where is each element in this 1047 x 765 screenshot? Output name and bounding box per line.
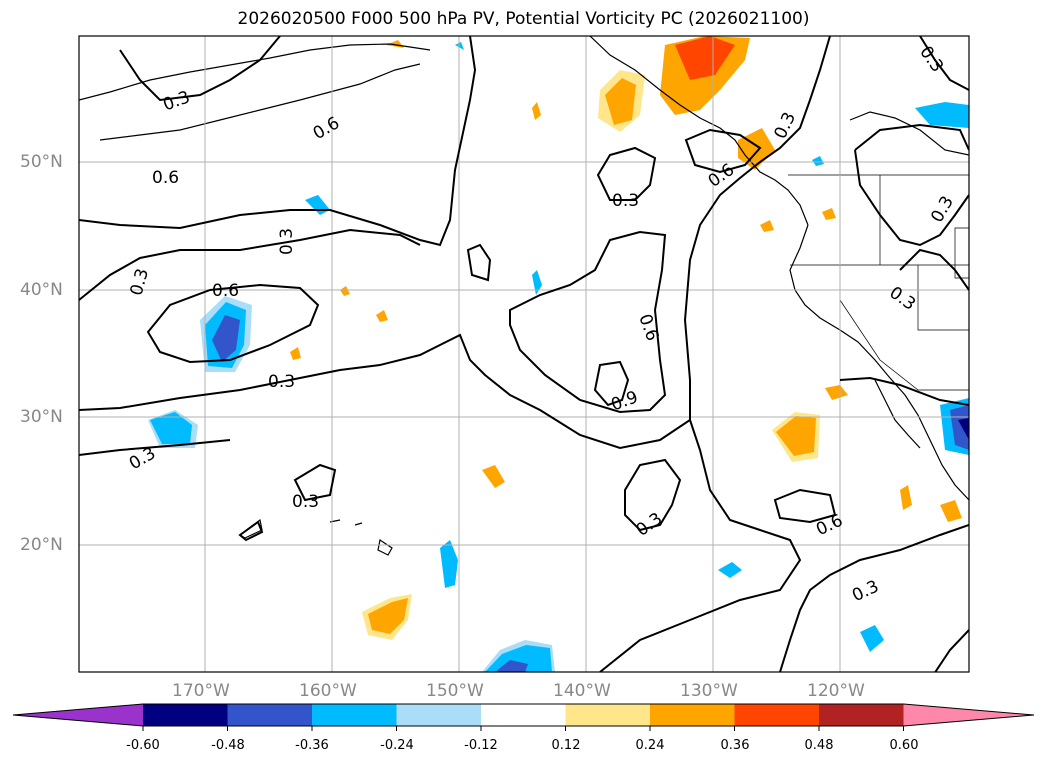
contour-label: 0.6 bbox=[310, 113, 343, 144]
colorbar-tick-label: 0.60 bbox=[889, 738, 919, 753]
contour-label: 0.3 bbox=[127, 266, 153, 297]
colorbar bbox=[12, 703, 1035, 731]
contour-label: 0.3 bbox=[633, 509, 667, 541]
colorbar-segment bbox=[312, 704, 397, 726]
contour-label: 0.6 bbox=[152, 168, 179, 188]
contour-label: 0.3 bbox=[160, 87, 192, 115]
map-title: 2026020500 F000 500 hPa PV, Potential Vo… bbox=[237, 9, 810, 29]
colorbar-tick-label: 0.36 bbox=[720, 738, 750, 753]
contour-label: 0.3 bbox=[612, 191, 639, 211]
gridlines bbox=[79, 36, 969, 672]
lat-label-20n: 20°N bbox=[20, 535, 63, 555]
lon-label-140w: 140°W bbox=[553, 681, 611, 701]
colorbar-segment bbox=[819, 704, 904, 726]
contour-label: 0.3 bbox=[927, 193, 958, 226]
contour-label: 0.6 bbox=[212, 281, 239, 301]
colorbar-segment bbox=[143, 704, 228, 726]
colorbar-tick-label: 0.48 bbox=[804, 738, 834, 753]
contour-label: 0.3 bbox=[277, 228, 297, 255]
lat-label-50n: 50°N bbox=[20, 152, 63, 172]
contour-label: 0.3 bbox=[268, 372, 295, 392]
colorbar-tick-label: -0.36 bbox=[295, 738, 329, 753]
colorbar-segment bbox=[650, 704, 735, 726]
contour-label: 0.3 bbox=[292, 492, 319, 512]
map-frame bbox=[78, 35, 970, 673]
lat-label-30n: 30°N bbox=[20, 407, 63, 427]
colorbar-extend-min bbox=[13, 704, 143, 726]
colorbar-segment bbox=[481, 704, 566, 726]
contour-label: 0.3 bbox=[885, 283, 919, 315]
colorbar-segment bbox=[734, 704, 820, 726]
colorbar-tick-label: -0.60 bbox=[126, 738, 160, 753]
lon-label-170w: 170°W bbox=[172, 681, 230, 701]
contour-label: 0.3 bbox=[771, 109, 801, 142]
colorbar-segment bbox=[227, 704, 313, 726]
pv-contours bbox=[79, 36, 969, 672]
pv-shading bbox=[148, 36, 969, 672]
contour-label: 0.6 bbox=[705, 160, 739, 192]
colorbar-tick-label: 0.12 bbox=[551, 738, 581, 753]
colorbar-segment bbox=[396, 704, 482, 726]
lon-label-160w: 160°W bbox=[299, 681, 357, 701]
lon-label-150w: 150°W bbox=[426, 681, 484, 701]
contour-label: 0.3 bbox=[849, 577, 882, 607]
colorbar-tick-label: 0.24 bbox=[635, 738, 665, 753]
lon-label-120w: 120°W bbox=[807, 681, 865, 701]
colorbar-segment bbox=[565, 704, 651, 726]
lat-label-40n: 40°N bbox=[20, 280, 63, 300]
map-content bbox=[79, 36, 969, 672]
colorbar-tick-label: -0.48 bbox=[211, 738, 245, 753]
contour-label: 0.6 bbox=[813, 511, 846, 541]
colorbar-extend-max bbox=[903, 704, 1034, 726]
colorbar-tick-label: -0.24 bbox=[380, 738, 414, 753]
lon-label-130w: 130°W bbox=[680, 681, 738, 701]
colorbar-tick-label: -0.12 bbox=[464, 738, 498, 753]
